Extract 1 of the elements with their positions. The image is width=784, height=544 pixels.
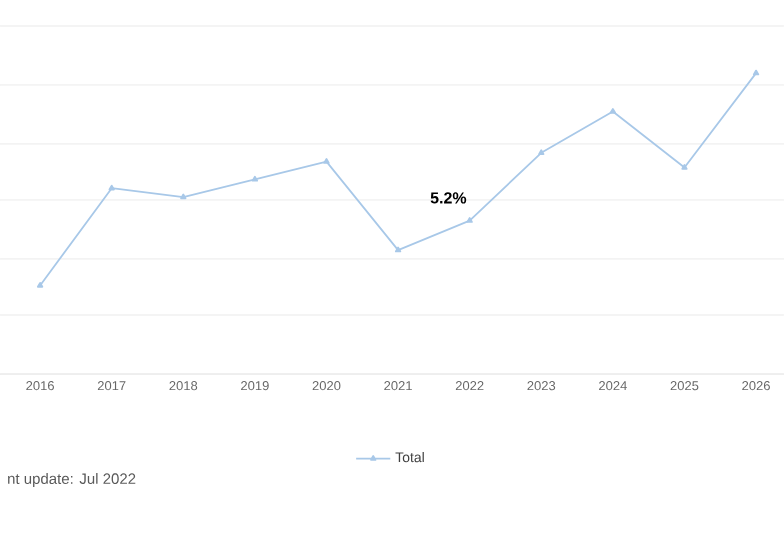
data-label: 5.2% [430,192,467,204]
